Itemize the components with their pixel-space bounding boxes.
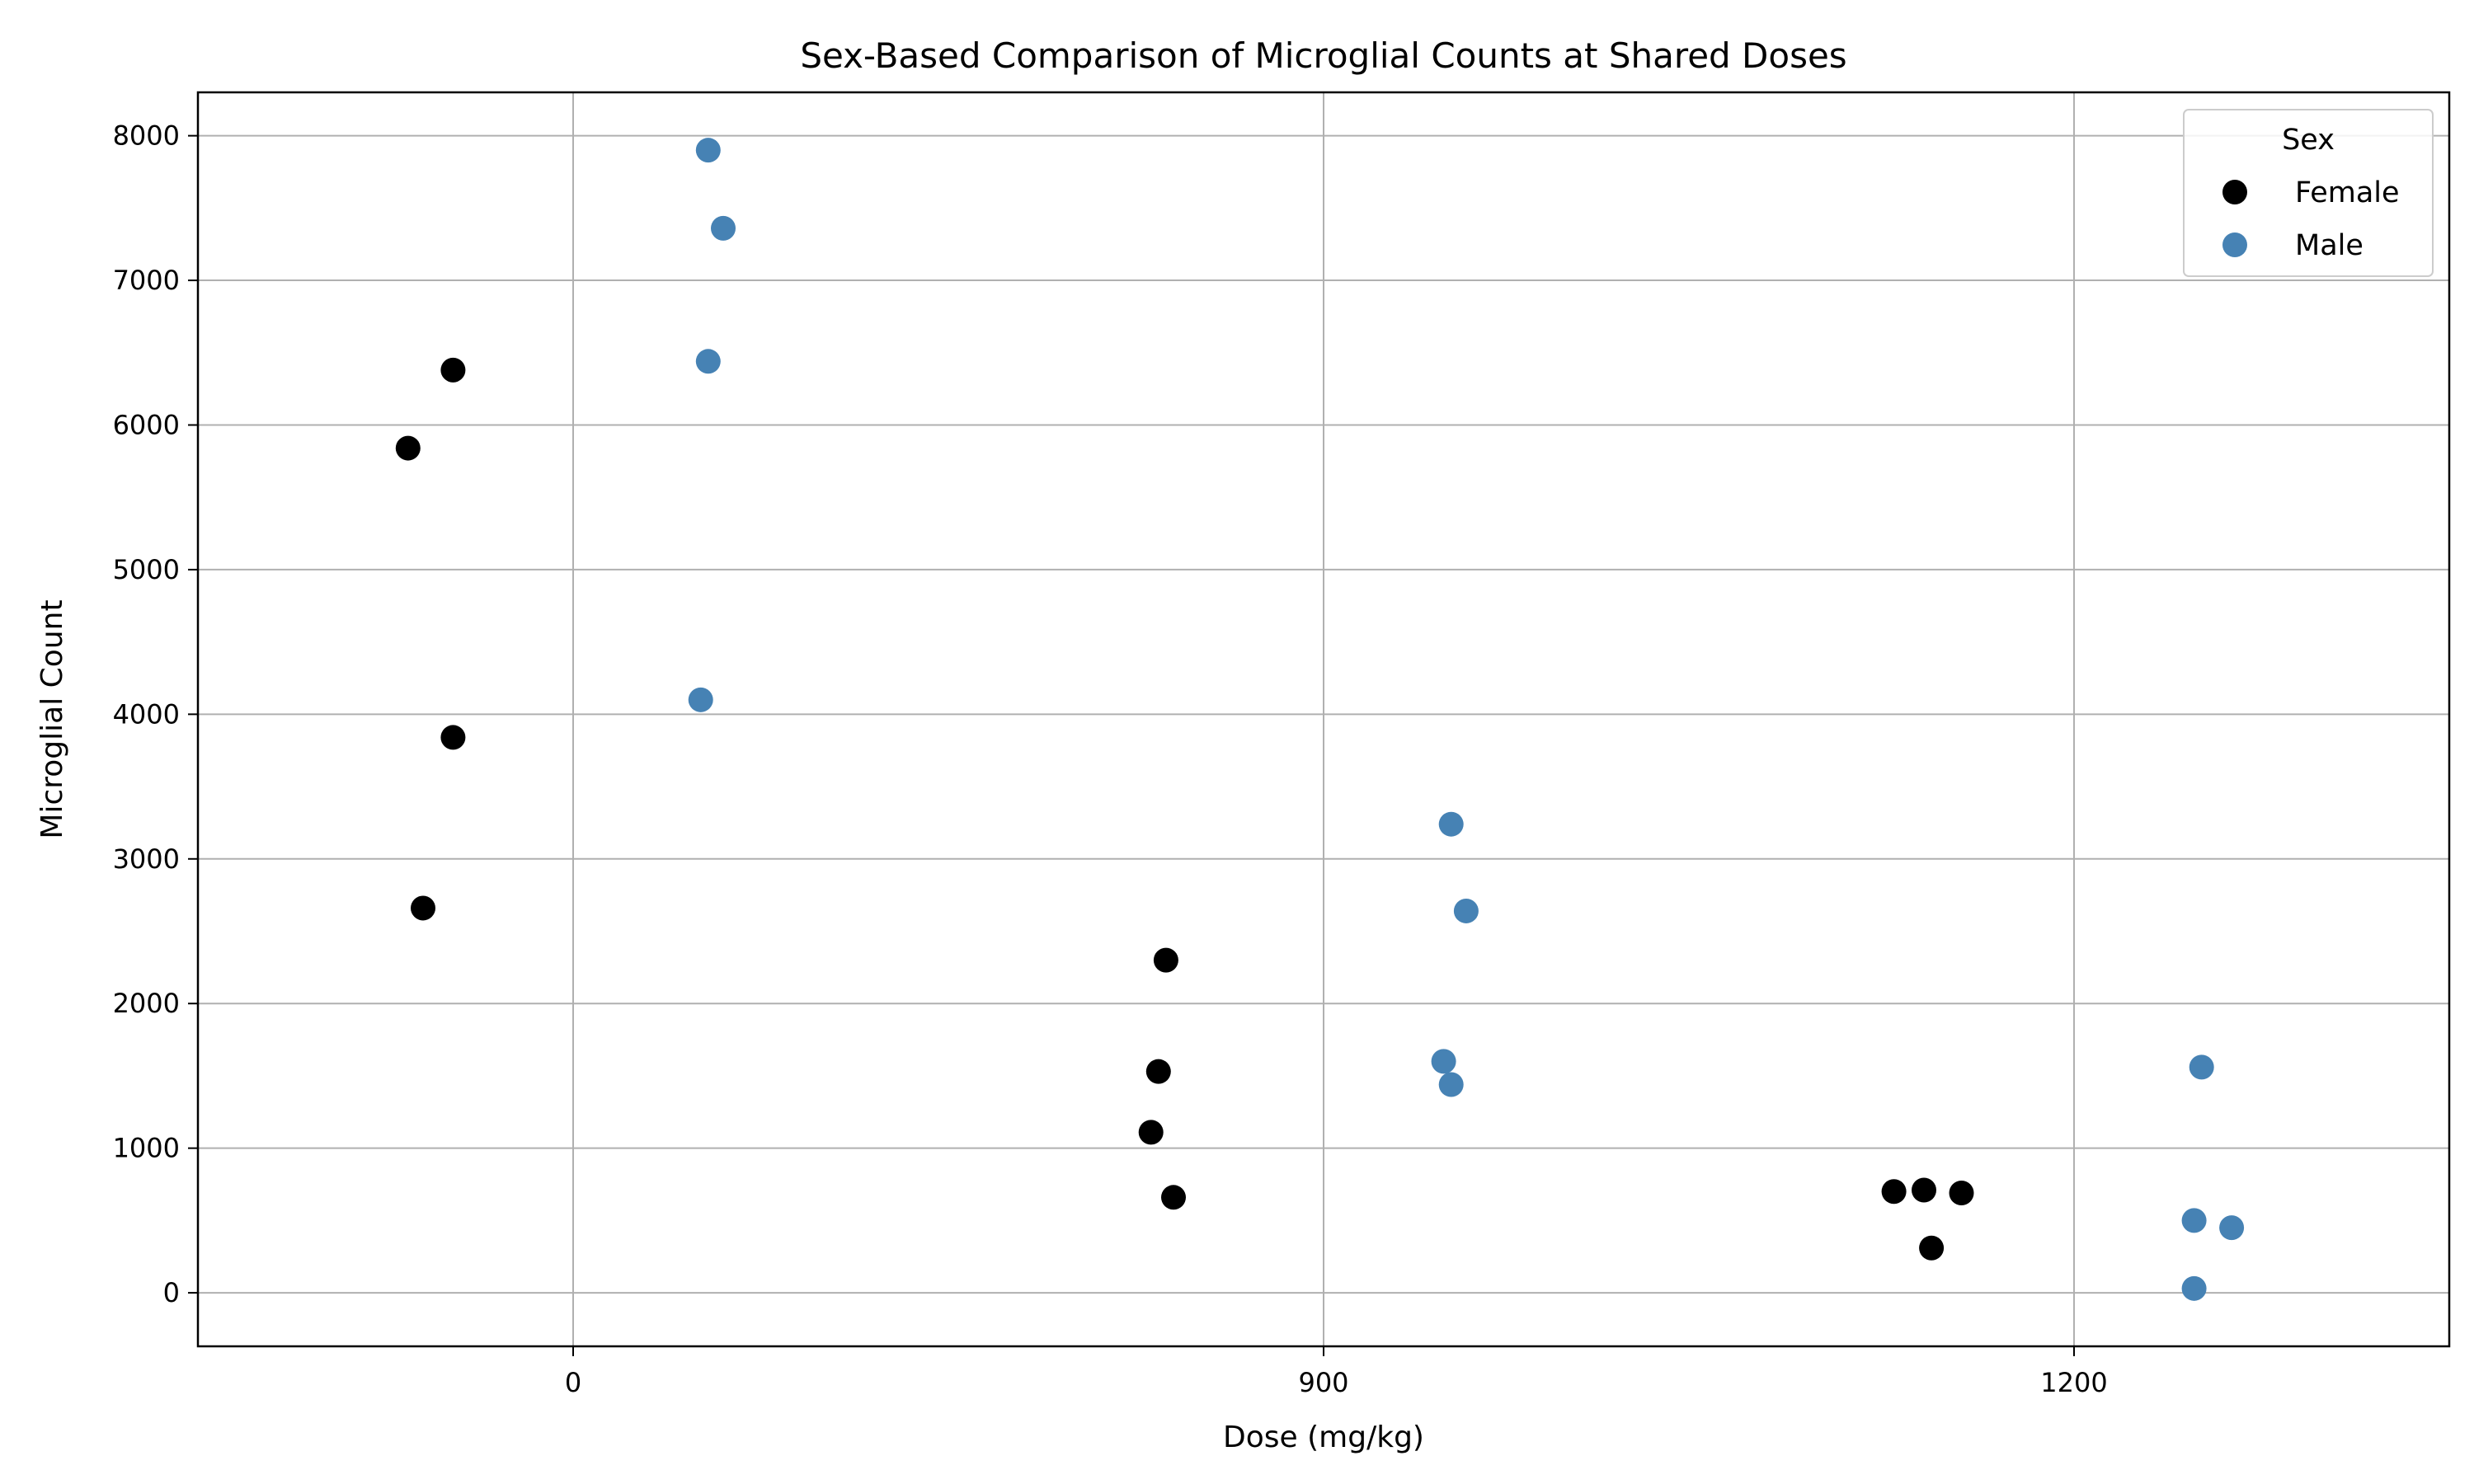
data-point-female bbox=[1881, 1179, 1907, 1205]
data-point-male bbox=[1438, 811, 1464, 837]
data-point-male bbox=[2181, 1275, 2207, 1301]
data-point-male bbox=[695, 138, 721, 163]
data-point-male bbox=[1438, 1072, 1464, 1097]
y-tick-label: 2000 bbox=[113, 988, 180, 1019]
y-tick-label: 5000 bbox=[113, 554, 180, 585]
x-tick-label: 0 bbox=[565, 1367, 581, 1398]
grid-lines bbox=[198, 92, 2449, 1346]
series-female bbox=[395, 357, 1974, 1261]
series-male bbox=[688, 138, 2245, 1301]
legend-marker-female bbox=[2222, 180, 2247, 204]
data-point-female bbox=[1919, 1235, 1945, 1261]
y-tick-label: 4000 bbox=[113, 698, 180, 730]
data-point-male bbox=[695, 349, 721, 374]
y-tick-label: 0 bbox=[163, 1277, 180, 1308]
data-point-female bbox=[440, 357, 466, 383]
legend-label-male: Male bbox=[2295, 229, 2363, 262]
y-tick-label: 7000 bbox=[113, 265, 180, 296]
legend-box bbox=[2183, 109, 2434, 277]
chart-title: Sex-Based Comparison of Microglial Count… bbox=[800, 35, 1846, 76]
y-axis-label: Microglial Count bbox=[35, 599, 69, 838]
data-point-female bbox=[1138, 1120, 1164, 1145]
y-axis-ticks: 0 1000 2000 3000 4000 5000 6000 7000 8000 bbox=[113, 120, 198, 1308]
data-points bbox=[395, 138, 2245, 1301]
legend-title: Sex bbox=[2282, 124, 2335, 157]
data-point-male bbox=[2181, 1208, 2207, 1233]
data-point-female bbox=[1949, 1181, 1974, 1206]
data-point-female bbox=[1153, 947, 1178, 973]
data-point-female bbox=[411, 895, 435, 921]
data-point-male bbox=[2189, 1054, 2214, 1080]
data-point-female bbox=[395, 435, 421, 461]
y-tick-label: 8000 bbox=[113, 120, 180, 152]
legend-marker-male bbox=[2222, 232, 2247, 257]
y-tick-label: 3000 bbox=[113, 843, 180, 875]
x-tick-label: 1200 bbox=[2040, 1367, 2107, 1398]
y-tick-label: 6000 bbox=[113, 409, 180, 440]
data-point-male bbox=[711, 215, 736, 241]
data-point-female bbox=[1912, 1177, 1936, 1203]
data-point-female bbox=[1145, 1059, 1171, 1084]
data-point-male bbox=[1431, 1049, 1456, 1074]
legend: Sex Female Male bbox=[2183, 109, 2434, 277]
y-tick-label: 1000 bbox=[113, 1133, 180, 1164]
data-point-female bbox=[1161, 1185, 1186, 1210]
data-point-male bbox=[2219, 1215, 2245, 1241]
data-point-male bbox=[688, 687, 713, 712]
data-point-female bbox=[440, 725, 466, 750]
x-axis-ticks: 0 900 1200 bbox=[565, 1346, 2108, 1398]
x-axis-label: Dose (mg/kg) bbox=[1223, 1421, 1424, 1454]
data-point-male bbox=[1453, 898, 1479, 923]
legend-label-female: Female bbox=[2295, 176, 2400, 209]
x-tick-label: 900 bbox=[1298, 1367, 1348, 1398]
